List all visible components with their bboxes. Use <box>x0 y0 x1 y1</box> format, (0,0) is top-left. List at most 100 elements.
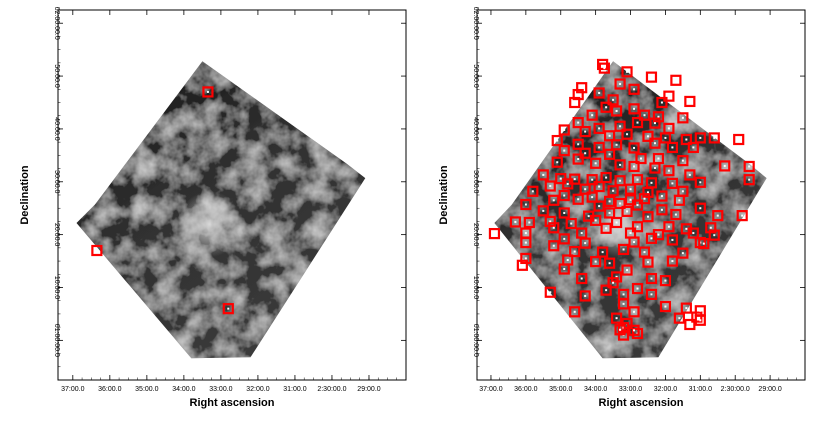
source-marker-box <box>576 272 588 285</box>
source-marker-box <box>610 139 623 151</box>
source-marker-box <box>638 109 651 121</box>
source-marker-center <box>615 317 618 320</box>
source-marker-center <box>573 310 576 313</box>
source-marker-box <box>603 257 616 269</box>
source-marker <box>603 207 616 219</box>
source-marker <box>743 174 755 186</box>
source-marker <box>617 298 630 310</box>
source-marker-box <box>677 247 689 259</box>
source-marker-center <box>636 287 639 290</box>
source-marker <box>631 174 644 186</box>
source-marker <box>544 286 556 298</box>
source-marker-box <box>558 207 570 219</box>
source-marker <box>614 324 626 336</box>
source-marker <box>607 94 619 106</box>
source-marker <box>586 191 598 203</box>
source-marker-box <box>621 205 633 217</box>
source-marker-center <box>584 242 587 245</box>
source-marker <box>638 193 651 205</box>
y-tick-label: 50:00.0 <box>472 64 479 87</box>
source-marker <box>572 193 584 205</box>
source-marker-center <box>660 101 663 104</box>
source-marker-center <box>657 233 660 236</box>
source-marker-box <box>565 217 577 230</box>
source-marker-box <box>687 141 699 154</box>
source-marker <box>673 194 685 206</box>
source-marker-center <box>524 257 527 260</box>
source-marker-box <box>600 101 612 113</box>
source-marker-center <box>605 289 608 292</box>
source-marker-box <box>558 189 570 202</box>
source-marker-center <box>681 190 684 193</box>
source-marker <box>666 255 679 267</box>
source-marker-box <box>680 133 692 146</box>
source-marker-center <box>626 210 629 213</box>
source-marker <box>687 227 699 239</box>
source-marker-box <box>631 116 644 129</box>
source-marker-center <box>674 213 677 216</box>
source-marker-box <box>656 204 668 216</box>
source-marker-center <box>681 159 684 162</box>
source-marker <box>645 272 658 285</box>
source-marker-box <box>544 286 556 298</box>
source-marker-center <box>598 127 601 130</box>
source-marker <box>670 74 682 86</box>
source-marker-box <box>614 175 626 187</box>
source-marker <box>600 284 612 296</box>
source-marker <box>565 217 577 230</box>
source-marker-center <box>716 214 719 217</box>
source-marker-box <box>677 155 689 167</box>
source-marker-box <box>656 96 668 109</box>
source-marker-center <box>685 138 688 141</box>
source-marker-box <box>694 176 706 188</box>
source-marker <box>600 171 612 184</box>
source-marker-center <box>629 232 632 235</box>
source-marker <box>558 145 570 157</box>
source-marker-box <box>509 216 521 228</box>
source-marker <box>666 177 679 189</box>
source-marker-box <box>562 178 574 190</box>
source-marker-center <box>636 204 639 207</box>
source-marker-center <box>660 208 663 211</box>
source-marker-box <box>603 207 616 219</box>
source-marker-center <box>636 225 639 228</box>
source-marker-center <box>657 115 660 118</box>
source-marker <box>558 263 570 275</box>
source-marker-box <box>593 87 605 99</box>
source-marker-center <box>615 109 618 112</box>
source-marker-center <box>549 291 552 294</box>
y-tick-label: 62:00:00.0 <box>53 7 60 40</box>
source-marker-box <box>628 236 640 248</box>
source-marker-box <box>600 284 612 296</box>
source-marker-center <box>601 251 604 254</box>
y-tick-label: 62:00:00.0 <box>472 7 479 40</box>
x-tick-label: 34:00.0 <box>172 386 195 393</box>
source-marker-center <box>748 178 751 181</box>
source-marker-center <box>605 227 608 230</box>
source-marker-center <box>524 232 527 235</box>
source-marker <box>635 152 647 165</box>
source-marker-center <box>692 232 695 235</box>
source-marker <box>614 159 626 171</box>
source-marker-box <box>677 112 689 124</box>
source-marker <box>687 141 699 154</box>
source-marker <box>694 202 706 214</box>
source-marker <box>222 303 234 315</box>
source-marker-center <box>524 203 527 206</box>
y-tick-label: 40:00.0 <box>472 117 479 140</box>
source-marker <box>202 86 214 98</box>
source-marker <box>656 96 668 109</box>
source-marker-center <box>622 293 625 296</box>
source-marker-center <box>577 143 580 146</box>
source-marker-center <box>563 211 566 214</box>
source-marker <box>645 232 658 244</box>
source-marker <box>593 180 605 193</box>
source-marker-box <box>590 214 602 226</box>
source-marker-center <box>664 136 667 139</box>
source-marker-box <box>551 134 563 147</box>
source-marker-center <box>227 307 230 310</box>
source-marker <box>579 183 591 195</box>
source-marker-box <box>488 227 501 240</box>
source-marker <box>579 147 591 159</box>
left-panel: 37:00.0 36:00.0 35:00.0 34:00.0 33:00.0 32:00… <box>19 7 407 409</box>
